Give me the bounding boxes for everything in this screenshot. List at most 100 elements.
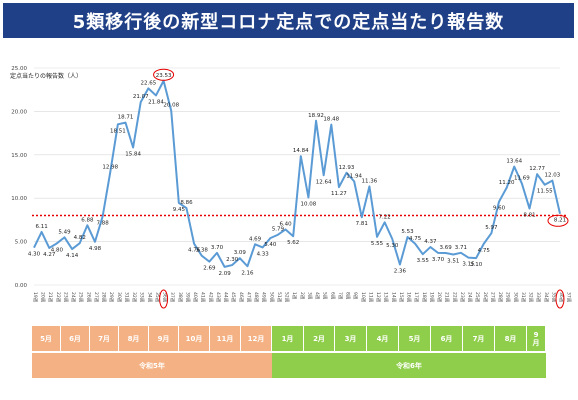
x-tick-label: 34週 bbox=[543, 292, 550, 303]
x-tick-label: 24週 bbox=[467, 292, 474, 303]
data-label: 8.81 bbox=[523, 213, 535, 219]
page-title: 5類移行後の新型コロナ定点での定点当たり報告数 bbox=[3, 3, 574, 38]
highlight-circle-week-peak bbox=[159, 289, 169, 309]
data-label: 18.51 bbox=[110, 128, 126, 134]
x-tick-label: 17週 bbox=[413, 292, 420, 303]
data-label: 8.21 bbox=[554, 218, 566, 224]
x-tick-label: 27週 bbox=[93, 292, 100, 303]
x-tick-label: 20週 bbox=[40, 292, 47, 303]
x-tick-label: 18週 bbox=[421, 292, 428, 303]
data-label: 3.71 bbox=[455, 245, 467, 251]
x-tick-label: 46週 bbox=[238, 292, 245, 303]
data-label: 11.94 bbox=[346, 173, 362, 179]
y-tick-label: 20.00 bbox=[11, 109, 27, 115]
data-label: 3.55 bbox=[417, 258, 430, 264]
x-tick-label: 10週 bbox=[360, 292, 367, 303]
data-label: 4.33 bbox=[257, 251, 270, 257]
x-tick-label: 19週 bbox=[32, 292, 39, 303]
highlight-circle-peak bbox=[153, 68, 175, 81]
era-r5: 令和5年 bbox=[32, 353, 272, 378]
data-label: 11.27 bbox=[331, 191, 347, 197]
x-tick-label: 2週 bbox=[299, 292, 306, 300]
x-tick-label: 16週 bbox=[406, 292, 413, 303]
data-label: 4.69 bbox=[249, 236, 262, 242]
data-label: 20.08 bbox=[163, 103, 179, 109]
month-cell: 10月 bbox=[179, 326, 210, 351]
y-tick-label: 0.00 bbox=[15, 283, 28, 289]
month-cell: 9 月 bbox=[527, 326, 546, 351]
data-label: 3.10 bbox=[470, 262, 483, 268]
month-row: 5月 6月 7月 8月 9月 10月 11月 12月 1月 2月 3月 4月 5月 6月 7月 8月 9 月 bbox=[32, 326, 560, 351]
data-label: 5.97 bbox=[485, 225, 498, 231]
month-cell: 3月 bbox=[335, 326, 367, 351]
month-cell: 6月 bbox=[431, 326, 463, 351]
x-tick-label: 44週 bbox=[223, 292, 230, 303]
month-cell: 5月 bbox=[32, 326, 61, 351]
x-tick-label: 48週 bbox=[253, 292, 260, 303]
x-tick-label: 3週 bbox=[306, 292, 313, 300]
month-cell: 4月 bbox=[367, 326, 399, 351]
x-tick-label: 34週 bbox=[146, 292, 153, 303]
data-label: 18.48 bbox=[323, 117, 339, 123]
month-cell: 5月 bbox=[399, 326, 431, 351]
x-tick-label: 23週 bbox=[62, 292, 69, 303]
data-label: 5.55 bbox=[371, 241, 384, 247]
x-tick-label: 40週 bbox=[192, 292, 199, 303]
x-tick-label: 33週 bbox=[139, 292, 146, 303]
highlight-circle-last bbox=[547, 214, 569, 227]
data-label: 2.30 bbox=[226, 257, 239, 263]
data-label: 14.84 bbox=[293, 148, 309, 154]
data-label: 9.45 bbox=[173, 207, 186, 213]
x-tick-label: 49週 bbox=[261, 292, 268, 303]
data-label: 12.93 bbox=[339, 165, 355, 171]
data-label: 6.88 bbox=[81, 217, 94, 223]
x-tick-label: 35週 bbox=[550, 292, 557, 303]
data-label: 12.64 bbox=[316, 179, 332, 185]
x-tick-label: 28週 bbox=[497, 292, 504, 303]
month-cell: 12月 bbox=[241, 326, 272, 351]
data-label: 2.16 bbox=[241, 270, 254, 276]
data-label: 4.14 bbox=[66, 253, 79, 259]
data-label: 12.77 bbox=[529, 166, 545, 172]
data-label: 3.15 bbox=[462, 262, 475, 268]
line-chart: 0.00 5.00 10.00 15.00 20.00 25.00 定点当たりの報告数（人… bbox=[10, 66, 573, 309]
highlight-circle-week-last bbox=[555, 289, 565, 309]
x-tick-label: 5週 bbox=[322, 292, 329, 300]
era-r6: 令和6年 bbox=[272, 353, 546, 378]
data-label: 3.38 bbox=[196, 248, 209, 254]
data-label: 2.36 bbox=[394, 269, 407, 275]
series-line bbox=[33, 79, 561, 268]
data-label: 18.71 bbox=[118, 115, 134, 121]
month-timeline: 5月 6月 7月 8月 9月 10月 11月 12月 1月 2月 3月 4月 5月 6月 7月 8月 9 月 令… bbox=[32, 326, 560, 378]
data-label: 5.53 bbox=[401, 229, 414, 235]
data-label: 3.70 bbox=[211, 245, 224, 251]
y-tick-labels: 0.00 5.00 10.00 15.00 20.00 25.00 bbox=[11, 66, 27, 289]
x-tick-label: 37週 bbox=[566, 292, 573, 303]
data-label: 12.03 bbox=[545, 173, 561, 179]
x-tick-label: 38週 bbox=[177, 292, 184, 303]
data-label: 21.07 bbox=[133, 94, 149, 100]
x-tick-label: 36週 bbox=[558, 292, 565, 303]
data-label: 18.92 bbox=[308, 113, 324, 119]
x-tick-label: 50週 bbox=[268, 292, 275, 303]
data-label: 3.51 bbox=[447, 259, 459, 265]
era-row: 令和5年 令和6年 bbox=[32, 353, 560, 378]
x-tick-label: 20週 bbox=[436, 292, 443, 303]
data-label: 8.86 bbox=[180, 200, 193, 206]
x-tick-label: 39週 bbox=[184, 292, 191, 303]
x-tick-label: 6週 bbox=[329, 292, 336, 300]
x-tick-label: 45週 bbox=[230, 292, 237, 303]
data-label: 2.09 bbox=[218, 271, 231, 277]
data-label: 4.75 bbox=[409, 236, 422, 242]
x-tick-label: 21週 bbox=[444, 292, 451, 303]
x-tick-label: 52週 bbox=[284, 292, 291, 303]
x-tick-label: 29週 bbox=[108, 292, 115, 303]
x-tick-label: 23週 bbox=[459, 292, 466, 303]
data-label: 4.82 bbox=[74, 235, 86, 241]
y-tick-label: 15.00 bbox=[11, 153, 27, 159]
x-tick-label: 22週 bbox=[451, 292, 458, 303]
x-tick-label: 41週 bbox=[200, 292, 207, 303]
x-tick-label: 36週 bbox=[162, 292, 169, 303]
x-tick-label: 7週 bbox=[337, 292, 344, 300]
x-tick-label: 31週 bbox=[520, 292, 527, 303]
